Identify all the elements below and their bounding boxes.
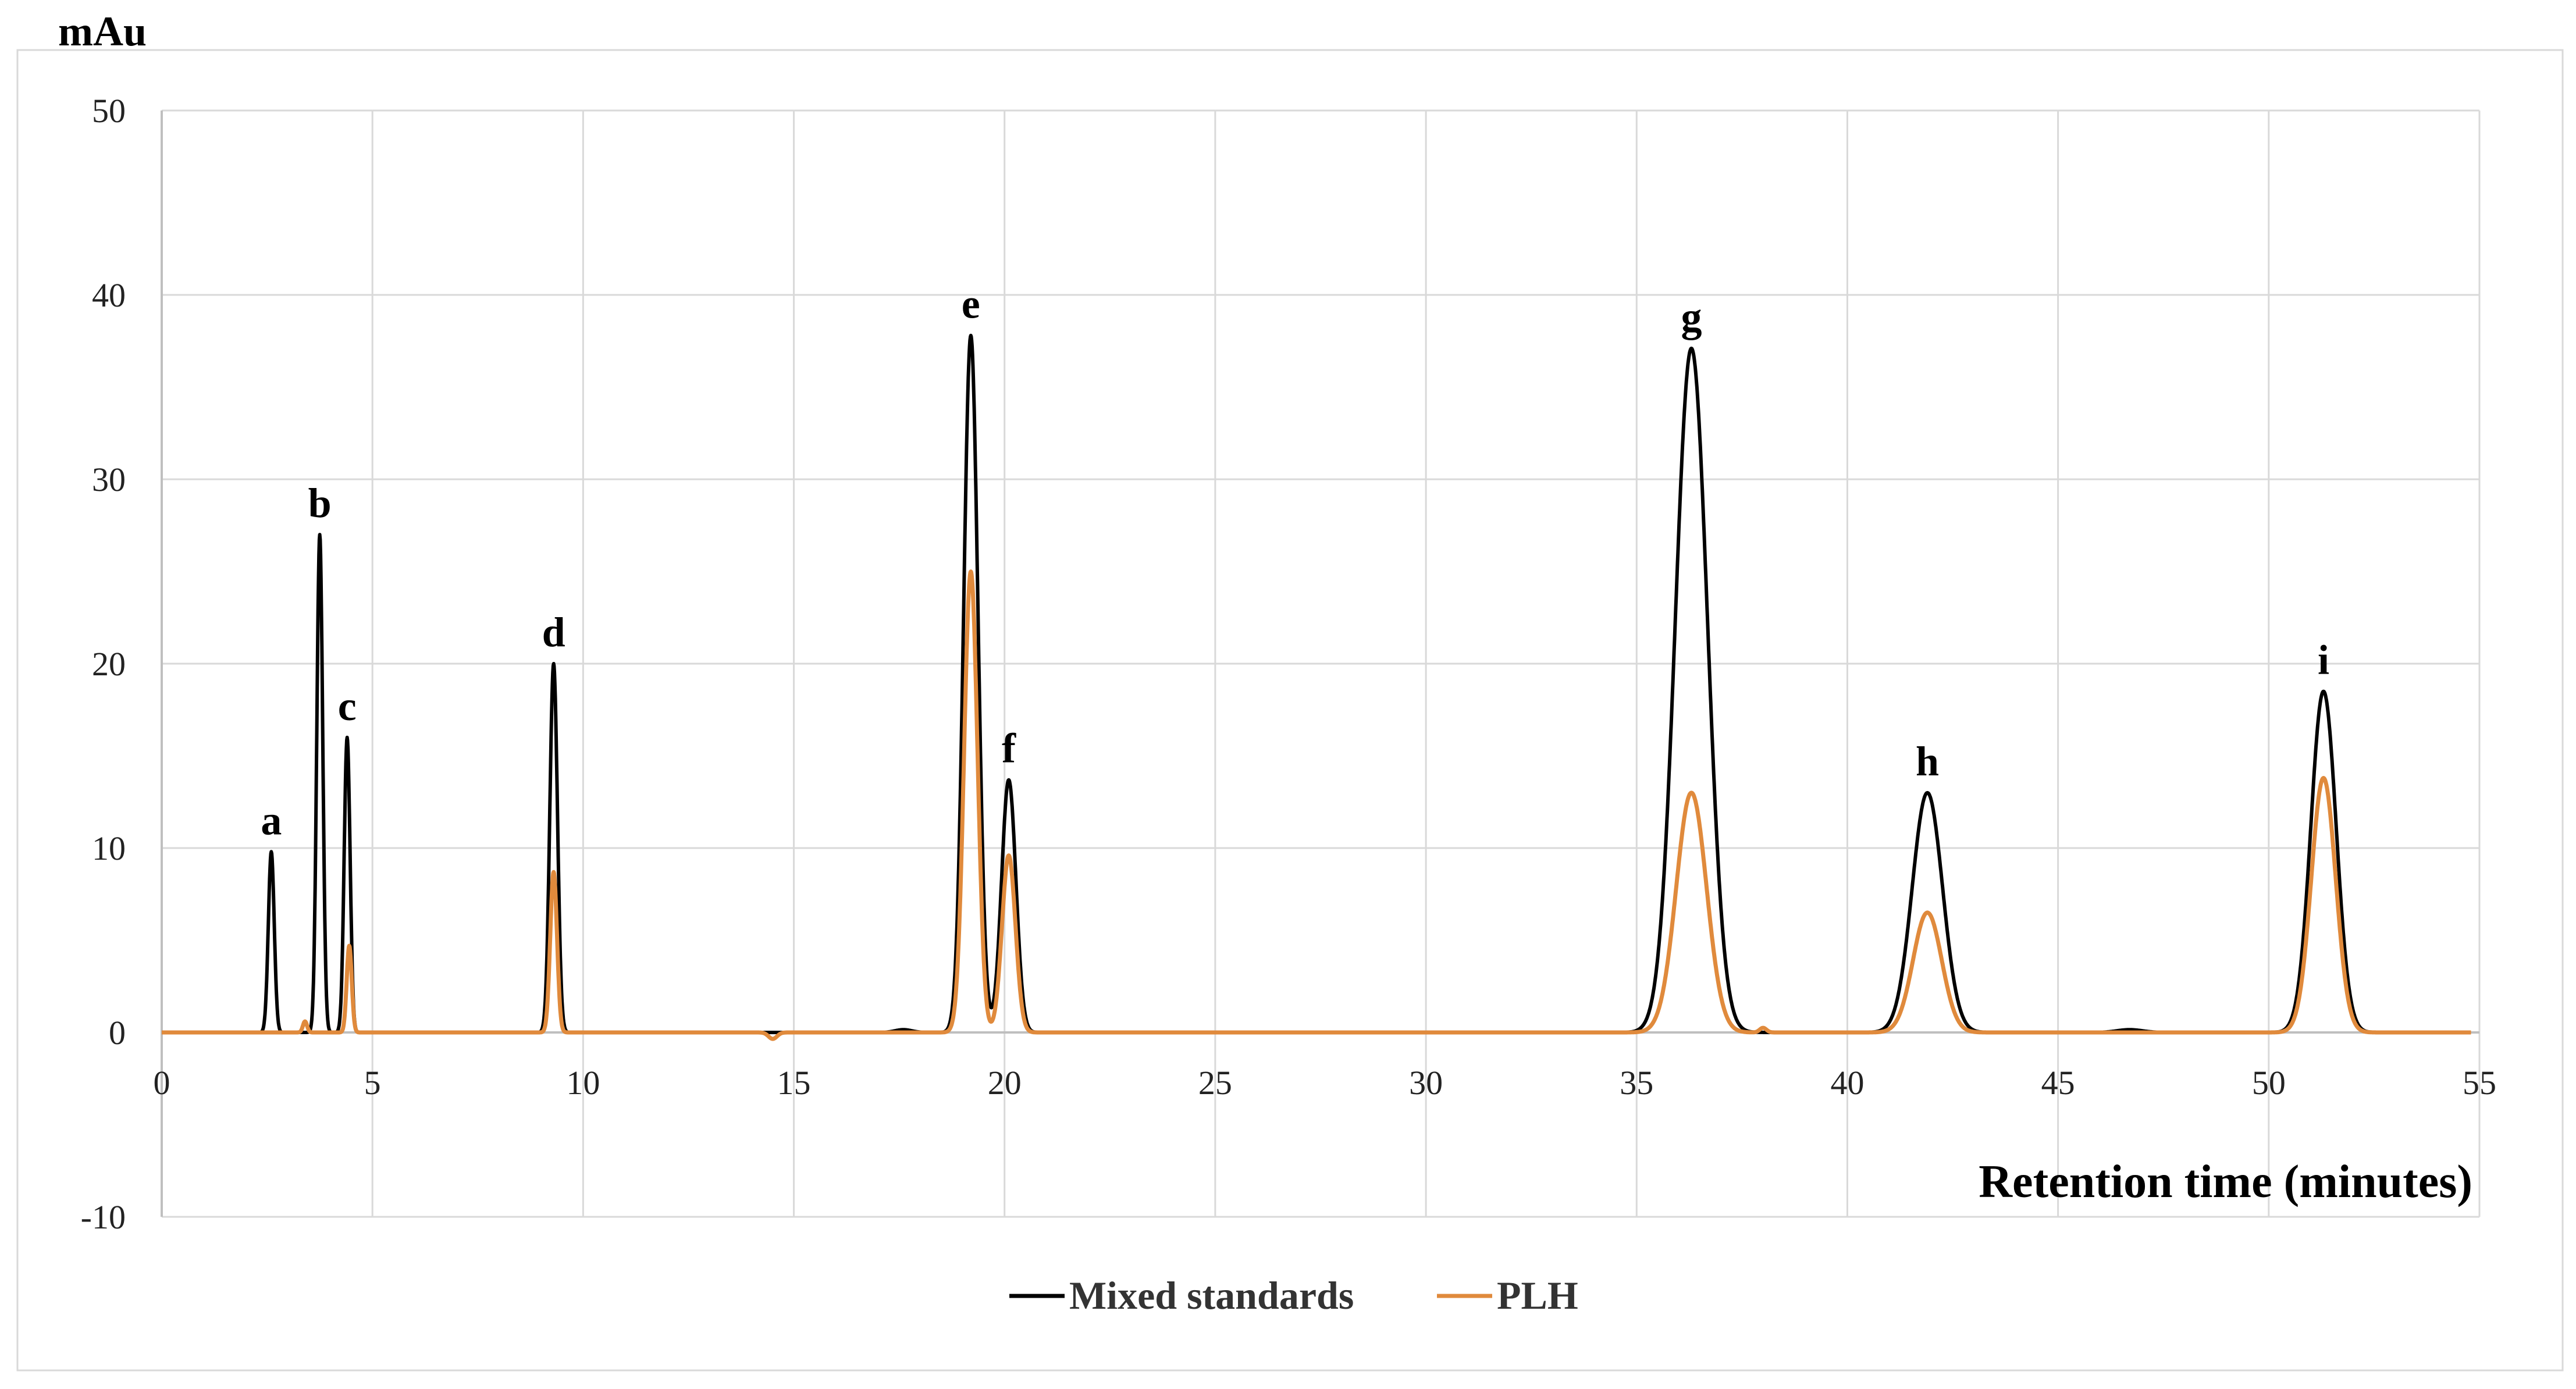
x-tick-label: 35 xyxy=(1620,1064,1653,1102)
x-tick-label: 15 xyxy=(777,1064,811,1102)
y-tick-label: -10 xyxy=(81,1198,126,1236)
y-tick-label: 10 xyxy=(92,829,126,867)
peak-label-c: c xyxy=(338,683,357,729)
y-tick-labels: -10 0 10 20 30 40 50 xyxy=(81,92,126,1236)
x-tick-label: 45 xyxy=(2041,1064,2075,1102)
peak-labels: a b c d e f g h i xyxy=(261,281,2329,844)
y-unit-label: mAu xyxy=(58,8,147,55)
peak-label-i: i xyxy=(2318,637,2329,683)
y-tick-label: 0 xyxy=(109,1014,126,1052)
peak-label-a: a xyxy=(261,797,282,843)
figure-border xyxy=(16,49,2564,1372)
x-tick-label: 50 xyxy=(2252,1064,2286,1102)
x-tick-label: 20 xyxy=(988,1064,1022,1102)
peak-label-f: f xyxy=(1002,725,1016,772)
y-tick-label: 40 xyxy=(92,276,126,314)
legend-label-mixed-standards: Mixed standards xyxy=(1069,1273,1354,1317)
legend-label-plh: PLH xyxy=(1497,1273,1578,1317)
series-lines xyxy=(160,333,2473,1041)
legend: Mixed standards PLH xyxy=(1009,1273,1578,1317)
x-tick-label: 10 xyxy=(566,1064,600,1102)
peak-label-h: h xyxy=(1916,738,1939,785)
peak-label-e: e xyxy=(962,281,980,327)
x-tick-label: 5 xyxy=(364,1064,381,1102)
x-tick-label: 40 xyxy=(1830,1064,1864,1102)
series-line-plh xyxy=(160,569,2473,1041)
y-tick-label: 50 xyxy=(92,92,126,130)
peak-label-g: g xyxy=(1681,294,1702,340)
peak-label-b: b xyxy=(308,480,332,526)
x-tick-label: 55 xyxy=(2463,1064,2496,1102)
x-tick-labels: 0 5 10 15 20 25 30 35 40 45 50 55 xyxy=(154,1064,2497,1102)
x-tick-label: 25 xyxy=(1198,1064,1232,1102)
peak-label-d: d xyxy=(542,609,565,656)
x-tick-label: 30 xyxy=(1409,1064,1443,1102)
x-tick-label: 0 xyxy=(154,1064,170,1102)
x-axis-title: Retention time (minutes) xyxy=(1979,1156,2472,1208)
y-tick-label: 30 xyxy=(92,461,126,498)
y-tick-label: 20 xyxy=(92,645,126,683)
